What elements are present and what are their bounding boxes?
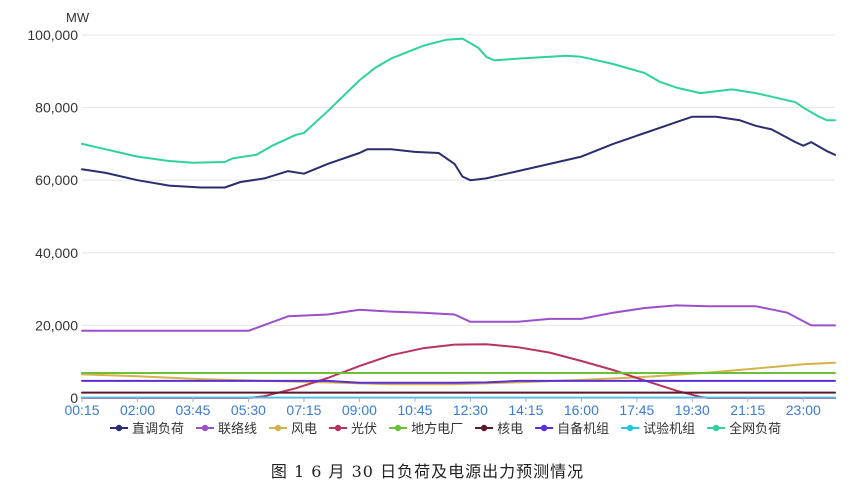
x-tick-label: 00:15: [64, 402, 99, 418]
x-tick-label: 09:00: [342, 402, 377, 418]
legend-item[interactable]: 直调负荷: [110, 422, 184, 437]
x-tick-label: 16:00: [564, 402, 599, 418]
series-lines: [81, 37, 836, 399]
y-tick-label: 20,000: [35, 317, 78, 333]
legend-label: 风电: [291, 422, 317, 437]
series-line: [81, 115, 836, 189]
legend-marker: [712, 424, 720, 432]
y-tick-label: 40,000: [35, 245, 78, 261]
x-tick-label: 02:00: [120, 402, 155, 418]
series-line: [81, 304, 836, 332]
x-tick-label: 21:15: [730, 402, 765, 418]
legend-marker: [274, 424, 282, 432]
legend-marker: [115, 424, 123, 432]
series-line: [81, 37, 836, 164]
y-tick-label: 80,000: [35, 100, 78, 116]
y-axis-label: MW: [66, 10, 90, 25]
legend-label: 地方电厂: [411, 421, 463, 437]
y-tick-label: 0: [70, 390, 78, 406]
x-tick-label: 07:15: [286, 402, 321, 418]
x-tick-label: 17:45: [619, 402, 654, 418]
legend-item[interactable]: 全网负荷: [707, 421, 781, 437]
x-tick-label: 05:30: [231, 402, 266, 418]
figure-caption: 图 1 6 月 30 日负荷及电源出力预测情况: [270, 462, 585, 481]
legend-marker: [540, 424, 548, 432]
y-axis-ticks: 0 20,000 40,000 60,000 80,000 100,000: [27, 27, 78, 406]
legend-item[interactable]: 风电: [269, 422, 317, 437]
legend-label: 联络线: [218, 421, 257, 437]
x-tick-label: 12:30: [453, 402, 488, 418]
x-tick-label: 14:15: [508, 402, 543, 418]
legend-marker: [201, 424, 209, 432]
x-tick-label: 19:30: [675, 402, 710, 418]
legend-item[interactable]: 自备机组: [535, 421, 609, 437]
legend-label: 试验机组: [643, 421, 695, 437]
x-tick-label: 10:45: [397, 402, 432, 418]
legend-label: 全网负荷: [729, 421, 781, 437]
y-tick-label: 100,000: [27, 27, 78, 43]
legend-label: 核电: [497, 422, 523, 437]
legend-label: 直调负荷: [132, 422, 184, 437]
legend-label: 光伏: [351, 422, 377, 437]
grid-lines: [82, 34, 835, 326]
legend-item[interactable]: 地方电厂: [389, 421, 463, 437]
legend-marker: [394, 424, 402, 432]
series-line: [81, 379, 836, 384]
x-tick-label: 23:00: [786, 402, 821, 418]
legend-item[interactable]: 光伏: [329, 422, 377, 437]
legend-item[interactable]: 核电: [475, 422, 523, 437]
x-tick-label: 03:45: [175, 402, 210, 418]
legend: 直调负荷 联络线 风电 光伏 地方电厂 核电 自备机组 试验机组 全网负荷: [110, 421, 781, 437]
series-line: [81, 343, 836, 399]
y-tick-label: 60,000: [35, 172, 78, 188]
legend-marker: [480, 424, 488, 432]
legend-label: 自备机组: [557, 421, 609, 437]
legend-item[interactable]: 试验机组: [621, 421, 695, 437]
legend-marker: [334, 424, 342, 432]
x-axis-ticks: 00:15 02:00 03:45 05:30 07:15 09:00 10:45 12:30…: [64, 398, 821, 418]
legend-marker: [626, 424, 634, 432]
chart: 0 20,000 40,000 60,000 80,000 100,000 MW 00:1…: [27, 10, 836, 437]
legend-item[interactable]: 联络线: [196, 421, 257, 437]
